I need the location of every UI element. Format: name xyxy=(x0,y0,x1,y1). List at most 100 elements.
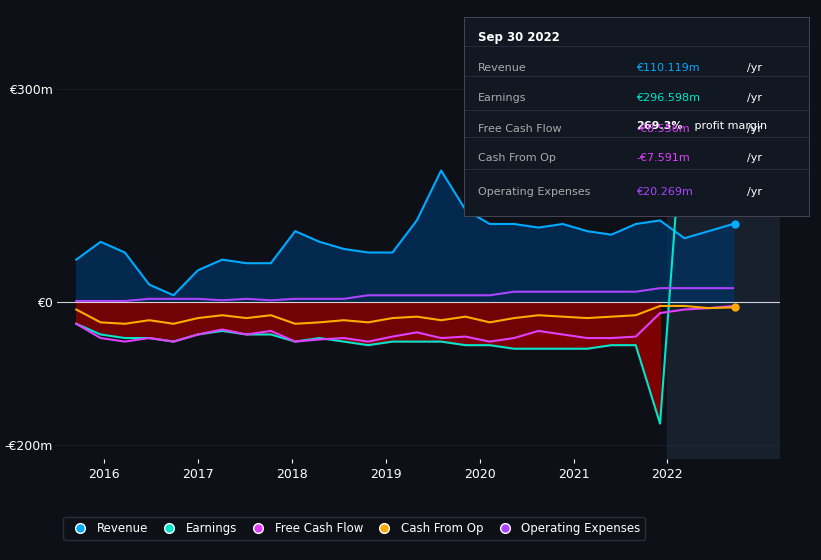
Earnings xyxy=(363,342,373,348)
Revenue xyxy=(193,267,203,274)
Revenue xyxy=(168,292,178,298)
Revenue xyxy=(241,260,251,267)
Revenue xyxy=(485,221,495,227)
Cash From Op xyxy=(704,305,713,311)
Free Cash Flow xyxy=(241,331,251,338)
Revenue xyxy=(291,228,300,235)
Earnings xyxy=(509,346,519,352)
Text: /yr: /yr xyxy=(746,94,762,104)
Revenue xyxy=(412,217,422,224)
Cash From Op xyxy=(363,319,373,326)
Text: Revenue: Revenue xyxy=(478,63,526,73)
Text: /yr: /yr xyxy=(746,63,762,73)
Cash From Op xyxy=(388,315,397,321)
Free Cash Flow xyxy=(655,310,665,316)
Operating Expenses xyxy=(534,288,544,295)
Cash From Op xyxy=(168,320,178,327)
Revenue xyxy=(144,281,154,288)
Line: Earnings: Earnings xyxy=(76,90,733,423)
Text: Cash From Op: Cash From Op xyxy=(478,153,556,163)
Revenue xyxy=(339,246,349,253)
Free Cash Flow xyxy=(218,326,227,333)
Earnings xyxy=(607,342,617,348)
Earnings xyxy=(412,338,422,345)
Earnings xyxy=(314,335,324,342)
Text: -€7.591m: -€7.591m xyxy=(636,153,690,163)
Free Cash Flow xyxy=(120,338,130,345)
Operating Expenses xyxy=(461,292,470,298)
Operating Expenses xyxy=(509,288,519,295)
Cash From Op xyxy=(607,313,617,320)
Free Cash Flow xyxy=(412,329,422,335)
Revenue xyxy=(218,256,227,263)
Operating Expenses xyxy=(314,296,324,302)
Free Cash Flow xyxy=(607,335,617,342)
Free Cash Flow xyxy=(168,338,178,345)
Text: €110.119m: €110.119m xyxy=(636,63,699,73)
Text: 269.3%: 269.3% xyxy=(636,121,683,131)
Line: Revenue: Revenue xyxy=(76,171,733,295)
Revenue xyxy=(728,221,738,227)
Free Cash Flow xyxy=(485,338,495,345)
Earnings xyxy=(631,342,640,348)
Revenue xyxy=(363,249,373,256)
Operating Expenses xyxy=(680,285,690,292)
Free Cash Flow xyxy=(363,338,373,345)
Cash From Op xyxy=(120,320,130,327)
Free Cash Flow xyxy=(631,333,640,340)
Cash From Op xyxy=(436,317,446,324)
Text: Earnings: Earnings xyxy=(478,94,526,104)
Earnings xyxy=(144,335,154,342)
Earnings xyxy=(241,331,251,338)
Revenue xyxy=(534,224,544,231)
Cash From Op xyxy=(485,319,495,326)
Text: €296.598m: €296.598m xyxy=(636,94,700,104)
Operating Expenses xyxy=(120,297,130,304)
Operating Expenses xyxy=(582,288,592,295)
Free Cash Flow xyxy=(704,305,713,311)
Earnings xyxy=(193,331,203,338)
Operating Expenses xyxy=(607,288,617,295)
Cash From Op xyxy=(144,317,154,324)
Earnings xyxy=(655,420,665,427)
Operating Expenses xyxy=(655,285,665,292)
Earnings xyxy=(704,87,713,94)
Text: /yr: /yr xyxy=(746,187,762,197)
Cash From Op xyxy=(680,302,690,309)
Free Cash Flow xyxy=(534,328,544,334)
Revenue xyxy=(120,249,130,256)
Cash From Op xyxy=(339,317,349,324)
Free Cash Flow xyxy=(388,333,397,340)
Text: /yr: /yr xyxy=(746,153,762,163)
Operating Expenses xyxy=(363,292,373,298)
Earnings xyxy=(728,89,738,96)
Operating Expenses xyxy=(168,296,178,302)
Free Cash Flow xyxy=(339,335,349,342)
Revenue xyxy=(557,221,567,227)
Cash From Op xyxy=(218,312,227,319)
Operating Expenses xyxy=(144,296,154,302)
Cash From Op xyxy=(314,319,324,326)
Earnings xyxy=(436,338,446,345)
Cash From Op xyxy=(266,312,276,319)
Text: Free Cash Flow: Free Cash Flow xyxy=(478,124,562,134)
Free Cash Flow xyxy=(461,333,470,340)
Free Cash Flow xyxy=(680,306,690,313)
Earnings xyxy=(266,331,276,338)
Operating Expenses xyxy=(193,296,203,302)
Revenue xyxy=(582,228,592,235)
Bar xyxy=(667,67,780,459)
Free Cash Flow xyxy=(314,336,324,343)
Line: Operating Expenses: Operating Expenses xyxy=(76,288,733,301)
Free Cash Flow xyxy=(95,335,105,342)
Revenue xyxy=(607,231,617,238)
Text: /yr: /yr xyxy=(746,124,762,134)
Earnings xyxy=(534,346,544,352)
Earnings xyxy=(120,335,130,342)
Revenue xyxy=(680,235,690,241)
Revenue xyxy=(388,249,397,256)
Cash From Op xyxy=(95,319,105,326)
Revenue xyxy=(655,217,665,224)
Revenue xyxy=(631,221,640,227)
Operating Expenses xyxy=(704,285,713,292)
